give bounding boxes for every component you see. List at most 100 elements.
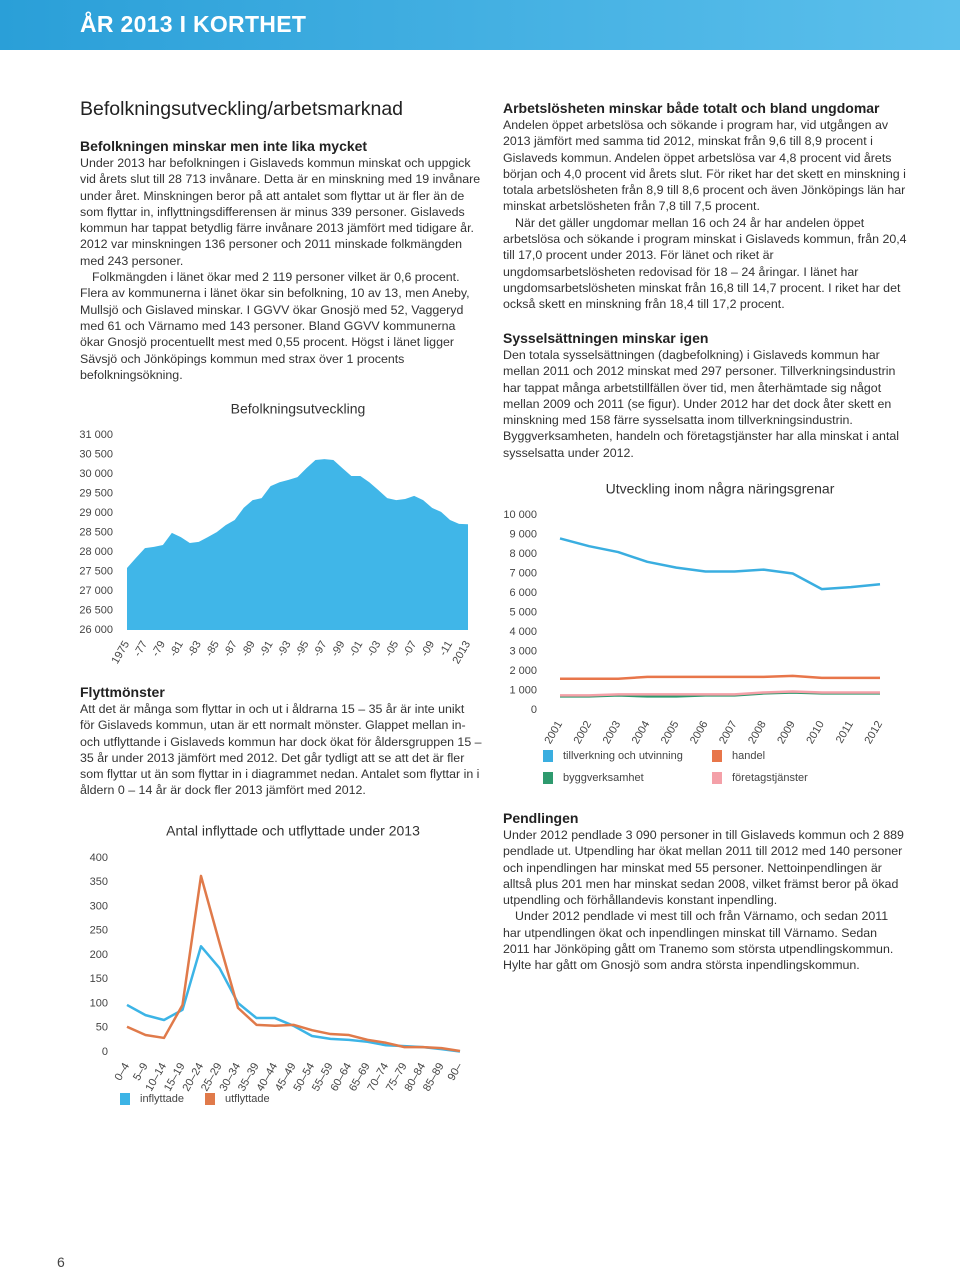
y-tick-label: 0 [102,1046,108,1058]
x-tick-label: 2011 [834,719,856,745]
text-section: Befolkningen minskar men inte lika mycke… [80,138,482,383]
x-tick-label: -09 [419,639,437,659]
line [559,537,881,591]
y-tick-label: 27 500 [79,565,113,577]
x-tick-label: 2009 [775,719,798,746]
y-tick-label: 100 [90,997,108,1009]
x-tick-label: -01 [347,639,365,659]
paragraph: Att det är många som flyttar in och ut i… [80,702,482,798]
y-tick-label: 28 000 [79,546,113,558]
x-tick-label: -85 [204,639,222,659]
y-tick-label: 30 000 [79,468,113,480]
y-tick-label: 7 000 [509,567,537,579]
legend-swatch [543,772,553,784]
y-tick-label: 2 000 [509,665,537,677]
legend-label: byggverksamhet [563,772,644,784]
page-number: 6 [57,1254,65,1270]
x-tick-label: -83 [186,639,204,659]
y-tick-label: 400 [90,852,108,864]
x-tick-label: -93 [275,639,293,659]
x-tick-label: 2004 [630,719,653,746]
x-tick-label: 2008 [746,719,769,746]
x-tick-label: 1975 [109,639,132,666]
paragraph: Under 2013 har befolkningen i Gislaveds … [80,156,481,268]
legend-label: utflyttade [225,1093,270,1105]
paragraph: Folkmängden i länet ökar med 2 119 perso… [80,270,470,382]
y-tick-label: 8 000 [509,548,537,560]
legend-swatch [205,1093,215,1105]
section-heading: Sysselsättningen minskar igen [503,330,709,346]
y-tick-label: 150 [90,973,108,985]
y-tick-label: 5 000 [509,606,537,618]
section-heading: Pendlingen [503,810,579,826]
x-tick-label: -97 [311,639,329,659]
legend-swatch [712,750,722,762]
chart-title: Befolkningsutveckling [231,401,366,417]
y-tick-label: 26 000 [79,624,113,636]
x-tick-label: 2002 [572,719,595,746]
x-tick-label: 2007 [717,719,740,746]
y-tick-label: 4 000 [509,626,537,638]
legend-swatch [120,1093,130,1105]
paragraph: Under 2012 pendlade vi mest till och frå… [503,909,894,973]
legend-label: inflyttade [140,1093,184,1105]
y-tick-label: 28 500 [79,526,113,538]
line [560,674,880,681]
x-tick-label: -79 [150,639,168,659]
y-tick-label: 3 000 [509,645,537,657]
legend-label: handel [732,750,765,762]
paragraph: Andelen öppet arbetslösa och sökande i p… [503,118,906,214]
header-bar: ÅR 2013 I KORTHET [0,0,960,50]
legend-label: företagstjänster [732,772,808,784]
x-tick-label: 2012 [862,719,885,746]
y-tick-label: 1 000 [509,684,537,696]
x-tick-label: -81 [168,639,186,659]
text-section: Pendlingen Under 2012 pendlade 3 090 per… [503,810,907,974]
x-tick-label: -91 [257,639,275,659]
y-tick-label: 31 000 [79,429,113,441]
x-tick-label: 2003 [601,719,624,746]
legend-label: tillverkning och utvinning [563,750,683,762]
paragraph: Under 2012 pendlade 3 090 personer in ti… [503,828,904,908]
text-section: Arbetslösheten minskar både totalt och b… [503,100,907,313]
x-tick-label: -89 [239,639,257,659]
legend-swatch [712,772,722,784]
x-tick-label: -95 [293,639,311,659]
y-tick-label: 30 500 [79,448,113,460]
legend-swatch [543,750,553,762]
y-tick-label: 29 000 [79,507,113,519]
x-tick-label: -99 [329,639,347,659]
y-tick-label: 26 500 [79,604,113,616]
x-tick-label: -07 [401,639,419,659]
y-tick-label: 9 000 [509,528,537,540]
x-tick-label: 2005 [659,719,682,746]
x-tick-label: 0–4 [113,1061,133,1083]
section-title: Befolkningsutveckling/arbetsmarknad [80,98,404,120]
y-tick-label: 29 500 [79,487,113,499]
line [560,690,880,697]
line [126,874,461,1053]
y-tick-label: 27 000 [79,585,113,597]
chart-title: Antal inflyttade och utflyttade under 20… [166,823,420,839]
y-tick-label: 0 [531,704,537,716]
section-heading: Flyttmönster [80,684,165,700]
line [126,945,461,1053]
y-tick-label: 300 [90,900,108,912]
x-tick-label: 2001 [542,719,565,746]
x-tick-label: 2006 [688,719,711,746]
paragraph: När det gäller ungdomar mellan 16 och 24… [503,215,907,312]
y-tick-label: 6 000 [509,587,537,599]
x-tick-label: -87 [221,639,239,659]
x-tick-label: 2010 [804,719,827,746]
area [127,459,468,630]
y-tick-label: 200 [90,949,108,961]
text-section: Sysselsättningen minskar igen Den totala… [503,330,907,461]
charts: Befolkningsutveckling 26 000 26 500 27 000 2… [79,401,885,1105]
x-tick-label: -03 [365,639,383,659]
x-tick-label: 90– [446,1060,466,1083]
header-title: ÅR 2013 I KORTHET [80,11,307,37]
paragraph: Den totala sysselsättningen (dagbefolkni… [503,348,900,460]
x-tick-label: -05 [383,639,401,659]
x-tick-label: 2013 [450,639,473,666]
